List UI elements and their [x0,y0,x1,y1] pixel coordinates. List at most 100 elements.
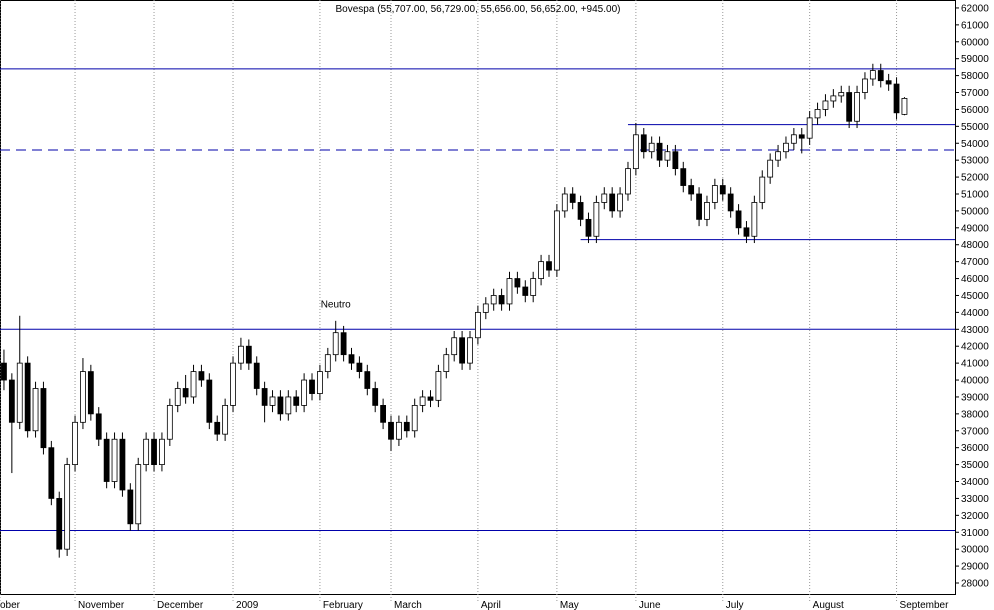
candle-body [419,396,426,406]
y-tick-label: 37000 [961,426,989,437]
y-tick-label: 32000 [961,511,989,522]
candle-body [901,97,908,115]
candle-body [877,70,884,82]
y-tick-label: 30000 [961,545,989,556]
candle-body [261,388,268,406]
y-tick-label: 29000 [961,562,989,573]
y-tick-label: 55000 [961,122,989,133]
y-tick-label: 31000 [961,528,989,539]
candle-body [751,202,758,237]
candle-body [656,142,663,161]
y-tick-label: 41000 [961,359,989,370]
candle-body [372,388,379,406]
candle-body [230,362,236,406]
candle-body [672,151,679,170]
y-tick-label: 51000 [961,189,989,200]
candle-body [727,193,734,212]
candle-body [474,311,481,339]
candle-body [435,371,442,401]
candle-body [854,92,860,122]
candle-body [790,134,797,144]
candle-body [364,371,371,389]
candle-body [609,193,616,212]
candle-body [119,438,126,491]
candle-body [238,345,244,364]
candle-body [143,438,150,466]
candle-body [403,421,410,432]
candle-body [569,193,576,203]
candle-body [198,371,205,381]
candle-body [388,421,394,440]
candle-body [593,202,600,237]
x-tick-label: June [639,600,661,610]
y-tick-label: 50000 [961,206,989,217]
candle-body [711,185,718,203]
candle-body [577,202,584,220]
y-tick-label: 61000 [961,20,989,31]
candle-body [459,337,465,364]
candle-body [640,134,647,153]
y-tick-label: 43000 [961,325,989,336]
candle-body [411,405,418,432]
candle-body [1,362,7,381]
candle-body [680,168,687,186]
y-tick-label: 40000 [961,376,989,387]
candle-body [798,134,805,139]
y-tick-label: 57000 [961,88,989,99]
candle-body [688,185,695,195]
candle-body [846,92,853,122]
candle-body [601,193,608,203]
candle-body [80,371,86,423]
candle-body [356,362,363,372]
x-tick-label: August [813,600,844,610]
annotation: Neutro [321,299,351,310]
y-tick-label: 46000 [961,274,989,285]
x-tick-label: July [726,600,744,610]
candle-body [174,388,181,406]
candle-body [735,210,742,229]
candle-body [617,193,623,212]
candle-body [8,379,15,423]
candle-body [704,202,710,220]
candle-body [16,362,23,423]
candle-body [814,109,821,119]
candle-body [648,142,655,153]
candle-body [380,405,387,423]
candle-body [222,405,229,435]
candle-body [127,489,134,525]
candle-body [585,218,592,237]
candle-body [214,421,221,435]
candle-body [253,362,260,389]
candle-body [182,388,189,398]
y-tick-label: 45000 [961,291,989,302]
candle-body [135,464,142,525]
y-tick-label: 62000 [961,3,989,14]
candle-body [632,134,639,170]
candle-body [396,421,402,440]
candle-body [427,396,434,401]
candle-body [166,405,173,440]
candle-body [498,295,505,305]
x-tick-label: November [78,600,125,610]
candle-body [285,396,292,415]
candle-body [309,379,315,394]
candle-body [151,438,157,466]
candle-body [443,354,450,372]
candle-body [111,438,118,482]
y-tick-label: 36000 [961,443,989,454]
candle-body [24,362,31,432]
y-tick-label: 38000 [961,409,989,420]
candle-body [103,438,110,482]
x-tick-label: May [560,600,579,610]
x-tick-label: 2009 [236,600,259,610]
candle-body [206,379,213,423]
candle-body [190,371,197,398]
candle-body [317,371,323,394]
candle-body [522,286,529,296]
candle-body [767,159,774,178]
candle-body [56,498,63,550]
y-tick-label: 35000 [961,460,989,471]
candle-body [506,278,513,305]
candle-body [553,210,560,271]
